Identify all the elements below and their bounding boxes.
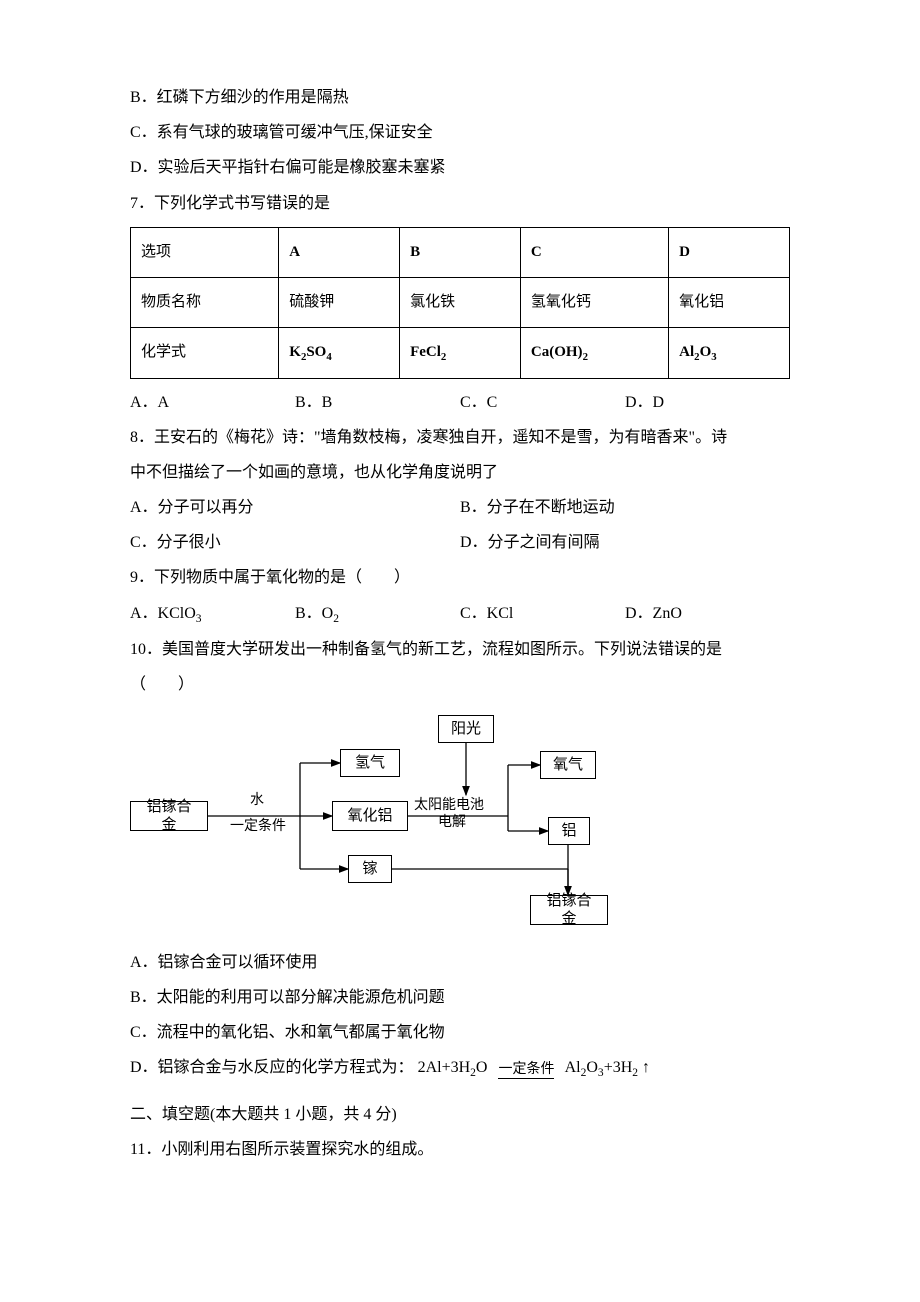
table-cell: 化学式: [131, 327, 279, 378]
table-row: 物质名称 硫酸钾 氯化铁 氢氧化钙 氧化铝: [131, 277, 790, 327]
q8-options-row1: A．分子可以再分 B．分子在不断地运动: [130, 490, 790, 525]
table-cell: 选项: [131, 227, 279, 277]
page: B．红磷下方细沙的作用是隔热 C．系有气球的玻璃管可缓冲气压,保证安全 D．实验…: [0, 0, 920, 1302]
table-row: 化学式 K2SO4 FeCl2 Ca(OH)2 Al2O3: [131, 327, 790, 378]
q9-option-d: D．ZnO: [625, 596, 790, 633]
q7-option-b: B．B: [295, 385, 460, 420]
table-cell: 氯化铁: [400, 277, 521, 327]
q9-stem: 9．下列物质中属于氧化物的是（ ）: [130, 560, 790, 595]
table-row: 选项 A B C D: [131, 227, 790, 277]
q10-option-a: A．铝镓合金可以循环使用: [130, 945, 790, 980]
table-cell: 物质名称: [131, 277, 279, 327]
q8-option-a: A．分子可以再分: [130, 490, 460, 525]
q10-option-c: C．流程中的氧化铝、水和氧气都属于氧化物: [130, 1015, 790, 1050]
q7-options: A．A B．B C．C D．D: [130, 385, 790, 420]
reaction-condition: 一定条件: [491, 1051, 561, 1086]
q10-d-prefix: D．铝镓合金与水反应的化学方程式为：: [130, 1059, 414, 1076]
table-cell: 氢氧化钙: [520, 277, 668, 327]
table-cell: 硫酸钾: [279, 277, 400, 327]
q8-option-d: D．分子之间有间隔: [460, 525, 790, 560]
q8-options-row2: C．分子很小 D．分子之间有间隔: [130, 525, 790, 560]
gas-arrow-icon: ↑: [638, 1059, 650, 1076]
q6-option-b: B．红磷下方细沙的作用是隔热: [130, 80, 790, 115]
table-cell: D: [669, 227, 790, 277]
node-al2o3: 氧化铝: [332, 801, 408, 831]
formula-fecl2: FeCl2: [410, 344, 446, 360]
q6-option-d: D．实验后天平指针右偏可能是橡胶塞未塞紧: [130, 150, 790, 185]
q7-option-d: D．D: [625, 385, 790, 420]
q8-stem-line1: 8．王安石的《梅花》诗："墙角数枝梅，凌寒独自开，遥知不是雪，为有暗香来"。诗: [130, 420, 790, 455]
table-cell: Al2O3: [669, 327, 790, 378]
q11-stem: 11．小刚利用右图所示装置探究水的组成。: [130, 1132, 790, 1167]
node-alloy-out: 铝镓合金: [530, 895, 608, 925]
q8-option-c: C．分子很小: [130, 525, 460, 560]
edge-label-condition: 一定条件: [230, 819, 286, 836]
node-sun: 阳光: [438, 715, 494, 743]
edge-label-electrolysis: 电解: [438, 815, 466, 832]
formula-k2so4: K2SO4: [289, 344, 332, 360]
table-cell: B: [400, 227, 521, 277]
q8-stem-line2: 中不但描绘了一个如画的意境，也从化学角度说明了: [130, 455, 790, 490]
table-cell: 氧化铝: [669, 277, 790, 327]
q9-option-c: C．KCl: [460, 596, 625, 633]
node-h2: 氢气: [340, 749, 400, 777]
q7-option-a: A．A: [130, 385, 295, 420]
table-cell: C: [520, 227, 668, 277]
table-cell: K2SO4: [279, 327, 400, 378]
q10-stem-line2: （ ）: [130, 667, 790, 702]
q7-table: 选项 A B C D 物质名称 硫酸钾 氯化铁 氢氧化钙 氧化铝 化学式 K2S…: [130, 227, 790, 379]
q9-option-b: B．O2: [295, 596, 460, 633]
section2-heading: 二、填空题(本大题共 1 小题，共 4 分): [130, 1097, 790, 1132]
node-o2: 氧气: [540, 751, 596, 779]
q10-option-b: B．太阳能的利用可以部分解决能源危机问题: [130, 980, 790, 1015]
edge-label-water: 水: [250, 793, 264, 810]
q10-stem-line1: 10．美国普度大学研发出一种制备氢气的新工艺，流程如图所示。下列说法错误的是: [130, 632, 790, 667]
q7-option-c: C．C: [460, 385, 625, 420]
table-cell: A: [279, 227, 400, 277]
node-alloy-in: 铝镓合金: [130, 801, 208, 831]
q9-option-a: A．KClO3: [130, 596, 295, 633]
table-cell: Ca(OH)2: [520, 327, 668, 378]
table-cell: FeCl2: [400, 327, 521, 378]
formula-caoh2: Ca(OH)2: [531, 344, 588, 360]
formula-al2o3: Al2O3: [679, 344, 716, 360]
edge-label-solarcell: 太阳能电池: [414, 798, 484, 815]
q10-d-equation: 2Al+3H2O 一定条件 Al2O3+3H2 ↑: [418, 1059, 650, 1076]
q7-stem: 7．下列化学式书写错误的是: [130, 186, 790, 221]
q10-option-d: D．铝镓合金与水反应的化学方程式为： 2Al+3H2O 一定条件 Al2O3+3…: [130, 1050, 790, 1087]
q9-options: A．KClO3 B．O2 C．KCl D．ZnO: [130, 596, 790, 633]
q8-option-b: B．分子在不断地运动: [460, 490, 790, 525]
q6-option-c: C．系有气球的玻璃管可缓冲气压,保证安全: [130, 115, 790, 150]
q10-flowchart: 铝镓合金 氢气 氧化铝 镓 阳光 氧气 铝 铝镓合金 水 一定条件 太阳能电池 …: [130, 709, 670, 939]
node-al: 铝: [548, 817, 590, 845]
node-ga: 镓: [348, 855, 392, 883]
